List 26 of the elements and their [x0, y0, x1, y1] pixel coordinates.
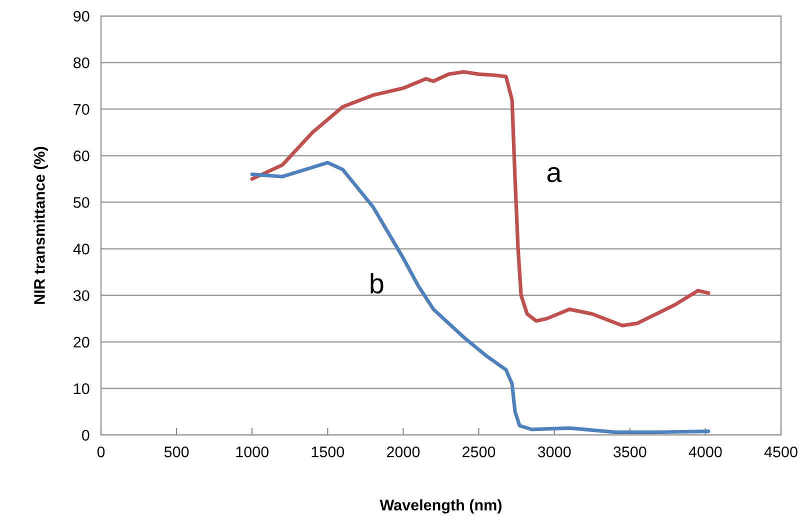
y-tick-label: 30	[73, 290, 90, 302]
y-tick-label: 50	[74, 197, 90, 208]
y-tick-label: 70	[74, 104, 90, 115]
line-series	[250, 160, 710, 434]
y-tick-label: 40	[73, 244, 90, 254]
series-label: a	[547, 167, 562, 182]
x-tick-label: 3000	[538, 446, 571, 458]
y-tick-label: 10	[74, 383, 90, 394]
x-tick-label: 4000	[688, 446, 722, 458]
x-tick-label: 0	[97, 446, 105, 458]
y-tick-label: 0	[82, 430, 90, 441]
y-tick-label: 80	[74, 57, 90, 68]
x-tick-label: 1500	[312, 446, 344, 458]
x-tick-label: 500	[164, 446, 189, 458]
x-axis-title: Wavelength (nm)	[380, 499, 502, 514]
x-tick-label: 1000	[236, 446, 269, 458]
y-axis-title: NIR transmittance (%)	[34, 146, 48, 304]
x-tick-label: 2000	[387, 446, 420, 458]
line-series	[250, 70, 710, 328]
y-tick-label: 90	[74, 10, 90, 22]
x-tick-label: 4500	[764, 446, 798, 458]
x-tick-label: 3500	[613, 446, 646, 458]
series-label: b	[370, 273, 384, 294]
y-tick-label: 20	[74, 336, 90, 348]
x-tick-label: 2500	[462, 446, 496, 458]
y-tick-label: 60	[74, 150, 90, 162]
